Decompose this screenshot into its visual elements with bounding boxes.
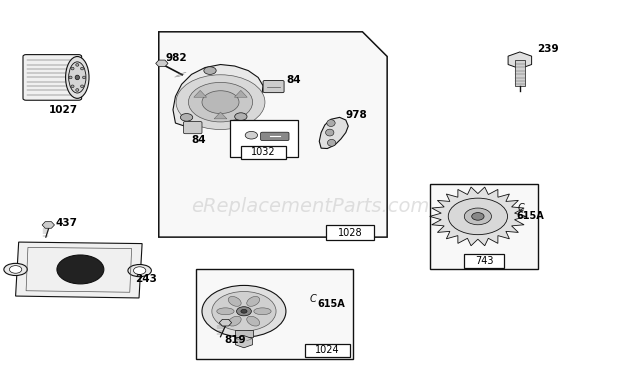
Ellipse shape bbox=[76, 88, 79, 91]
Text: eReplacementParts.com: eReplacementParts.com bbox=[191, 197, 429, 216]
Text: 1024: 1024 bbox=[315, 345, 340, 355]
Ellipse shape bbox=[81, 67, 84, 70]
Polygon shape bbox=[430, 187, 526, 246]
Ellipse shape bbox=[327, 139, 336, 146]
Circle shape bbox=[204, 67, 216, 74]
Text: 243: 243 bbox=[135, 274, 157, 284]
Ellipse shape bbox=[247, 296, 260, 306]
Bar bbox=[235, 329, 253, 337]
Text: 84: 84 bbox=[192, 135, 206, 145]
Text: 743: 743 bbox=[475, 256, 494, 266]
Circle shape bbox=[202, 285, 286, 337]
Polygon shape bbox=[319, 117, 348, 149]
Bar bbox=[515, 60, 525, 86]
Circle shape bbox=[235, 113, 247, 120]
FancyBboxPatch shape bbox=[263, 80, 284, 93]
Ellipse shape bbox=[76, 64, 79, 66]
Ellipse shape bbox=[217, 308, 234, 315]
Ellipse shape bbox=[66, 57, 89, 98]
Text: 1032: 1032 bbox=[251, 147, 276, 157]
Text: 615A: 615A bbox=[317, 300, 345, 309]
Bar bbox=[430, 184, 538, 270]
Text: 84: 84 bbox=[286, 75, 301, 85]
Ellipse shape bbox=[75, 75, 79, 80]
Ellipse shape bbox=[69, 76, 72, 79]
Bar bbox=[241, 146, 286, 159]
Ellipse shape bbox=[128, 265, 151, 277]
Ellipse shape bbox=[81, 85, 84, 88]
Circle shape bbox=[57, 255, 104, 284]
Text: 1028: 1028 bbox=[338, 228, 363, 237]
Bar bbox=[230, 120, 298, 157]
Ellipse shape bbox=[228, 316, 241, 326]
Ellipse shape bbox=[71, 85, 74, 88]
Polygon shape bbox=[16, 242, 142, 298]
Text: C: C bbox=[518, 203, 525, 213]
Circle shape bbox=[9, 266, 22, 273]
Circle shape bbox=[176, 75, 265, 129]
Text: 1027: 1027 bbox=[48, 105, 78, 115]
Ellipse shape bbox=[71, 67, 74, 70]
Circle shape bbox=[237, 307, 251, 316]
Text: 239: 239 bbox=[537, 44, 559, 54]
Bar bbox=[196, 270, 353, 359]
Circle shape bbox=[133, 267, 146, 274]
Circle shape bbox=[464, 208, 492, 225]
Text: 819: 819 bbox=[224, 335, 246, 345]
Circle shape bbox=[472, 213, 484, 220]
Bar bbox=[305, 344, 350, 357]
Circle shape bbox=[188, 82, 252, 122]
Text: C: C bbox=[310, 294, 316, 304]
Text: 978: 978 bbox=[346, 110, 368, 120]
Ellipse shape bbox=[69, 62, 86, 93]
Text: 615A: 615A bbox=[516, 211, 544, 221]
Ellipse shape bbox=[327, 119, 335, 126]
FancyBboxPatch shape bbox=[260, 132, 289, 141]
FancyBboxPatch shape bbox=[23, 55, 82, 100]
Ellipse shape bbox=[247, 316, 260, 326]
Bar bbox=[464, 254, 505, 268]
Circle shape bbox=[180, 113, 193, 121]
Circle shape bbox=[202, 91, 239, 113]
Polygon shape bbox=[159, 32, 387, 237]
FancyBboxPatch shape bbox=[184, 121, 202, 134]
Text: 437: 437 bbox=[56, 218, 78, 228]
Circle shape bbox=[241, 309, 247, 313]
Circle shape bbox=[245, 131, 257, 139]
Ellipse shape bbox=[326, 129, 334, 136]
Text: 982: 982 bbox=[166, 52, 187, 63]
Ellipse shape bbox=[82, 76, 86, 79]
Bar bbox=[326, 225, 374, 240]
Polygon shape bbox=[173, 64, 263, 126]
Circle shape bbox=[448, 198, 508, 235]
Circle shape bbox=[212, 291, 276, 331]
Ellipse shape bbox=[254, 308, 271, 315]
Ellipse shape bbox=[228, 296, 241, 306]
Ellipse shape bbox=[4, 264, 27, 275]
